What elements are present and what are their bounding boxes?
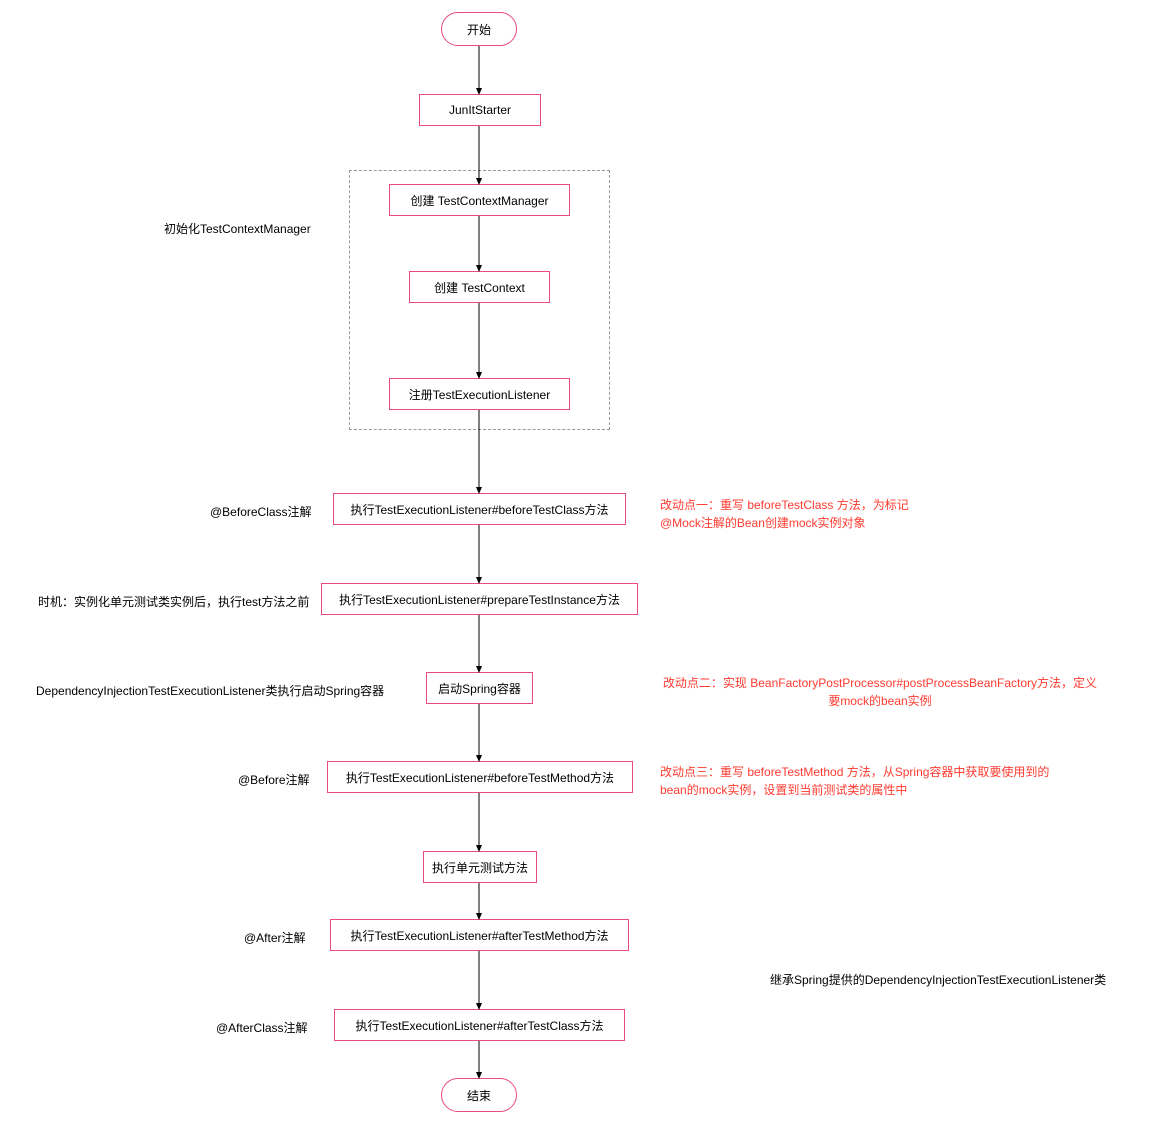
- prepare-label: 执行TestExecutionListener#prepareTestInsta…: [339, 591, 620, 608]
- exec-label: 执行单元测试方法: [432, 859, 528, 876]
- beforemtd-label: 执行TestExecutionListener#beforeTestMethod…: [346, 769, 614, 786]
- init-label: 初始化TestContextManager: [164, 220, 311, 237]
- spring-side-label: DependencyInjectionTestExecutionListener…: [36, 682, 384, 699]
- prepare-node: 执行TestExecutionListener#prepareTestInsta…: [321, 583, 638, 615]
- junit-node: JunItStarter: [419, 94, 541, 126]
- ctx-node: 创建 TestContext: [409, 271, 550, 303]
- ctx-label: 创建 TestContext: [434, 279, 525, 296]
- exec-node: 执行单元测试方法: [423, 851, 537, 883]
- red-note-2: 改动点二：实现 BeanFactoryPostProcessor#postPro…: [660, 674, 1100, 710]
- prepare-side-label: 时机：实例化单元测试类实例后，执行test方法之前: [38, 593, 309, 610]
- junit-label: JunItStarter: [449, 103, 511, 117]
- beforecls-side-label: @BeforeClass注解: [210, 503, 312, 520]
- arrows-layer: [0, 0, 1158, 1122]
- aftercls-side-label: @AfterClass注解: [216, 1019, 308, 1036]
- start-node: 开始: [441, 12, 517, 46]
- aftercls-node: 执行TestExecutionListener#afterTestClass方法: [334, 1009, 625, 1041]
- aftermtd-label: 执行TestExecutionListener#afterTestMethod方…: [350, 927, 608, 944]
- ctxmgr-node: 创建 TestContextManager: [389, 184, 570, 216]
- before-side-label: @Before注解: [238, 771, 310, 788]
- after-side-label: @After注解: [244, 929, 306, 946]
- ctxmgr-label: 创建 TestContextManager: [410, 192, 548, 209]
- end-label: 结束: [467, 1087, 491, 1104]
- start-label: 开始: [467, 21, 491, 38]
- red-note-3: 改动点三：重写 beforeTestMethod 方法，从Spring容器中获取…: [660, 763, 1070, 799]
- reg-label: 注册TestExecutionListener: [409, 386, 550, 403]
- beforemtd-node: 执行TestExecutionListener#beforeTestMethod…: [327, 761, 633, 793]
- inherit-label: 继承Spring提供的DependencyInjectionTestExecut…: [770, 971, 1106, 988]
- aftercls-label: 执行TestExecutionListener#afterTestClass方法: [355, 1017, 603, 1034]
- red-note-1: 改动点一：重写 beforeTestClass 方法，为标记@Mock注解的Be…: [660, 496, 940, 532]
- spring-label: 启动Spring容器: [438, 680, 521, 697]
- reg-node: 注册TestExecutionListener: [389, 378, 570, 410]
- end-node: 结束: [441, 1078, 517, 1112]
- beforecls-label: 执行TestExecutionListener#beforeTestClass方…: [350, 501, 608, 518]
- aftermtd-node: 执行TestExecutionListener#afterTestMethod方…: [330, 919, 629, 951]
- spring-node: 启动Spring容器: [426, 672, 533, 704]
- beforecls-node: 执行TestExecutionListener#beforeTestClass方…: [333, 493, 626, 525]
